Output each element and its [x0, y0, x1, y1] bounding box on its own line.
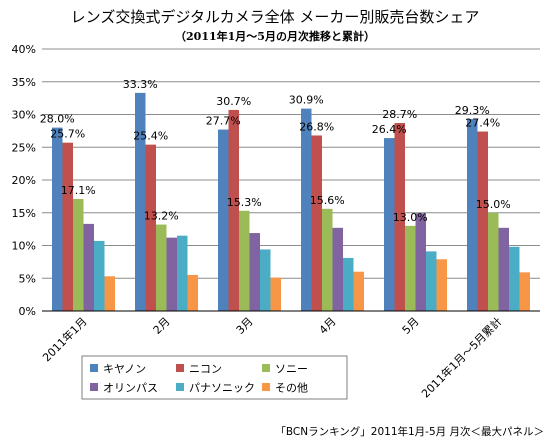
data-label: 17.1%	[61, 184, 96, 197]
bar	[322, 208, 333, 311]
legend-swatch	[262, 383, 270, 391]
bar	[156, 224, 167, 311]
bar	[62, 142, 73, 311]
legend-swatch	[176, 364, 184, 372]
legend-label: ニコン	[189, 363, 222, 376]
bar	[177, 235, 188, 311]
bar	[426, 251, 437, 311]
data-label: 30.7%	[216, 95, 251, 108]
y-tick-label: 0%	[19, 305, 36, 318]
y-axis-ticks: 0% 5% 10% 15% 20% 25% 30% 35% 40%	[12, 43, 36, 318]
y-tick-label: 40%	[12, 43, 36, 56]
bars	[52, 92, 530, 312]
legend-swatch	[176, 383, 184, 391]
y-tick-label: 20%	[12, 174, 36, 187]
data-label: 30.9%	[289, 94, 324, 107]
data-label: 28.7%	[382, 108, 417, 121]
legend-swatch	[90, 383, 98, 391]
bar	[415, 213, 426, 311]
bar	[270, 277, 281, 311]
bar	[353, 271, 364, 311]
legend-label: オリンパス	[103, 382, 158, 395]
x-category-label: 5月	[400, 315, 422, 337]
bar	[394, 123, 405, 311]
data-label: 25.4%	[133, 130, 168, 143]
bar	[218, 129, 229, 311]
bar	[187, 274, 198, 311]
data-label: 29.3%	[455, 104, 490, 117]
data-label: 13.2%	[144, 210, 179, 223]
bar	[343, 257, 354, 311]
legend-label: パナソニック	[189, 382, 255, 395]
data-label: 15.0%	[476, 198, 511, 211]
bar	[488, 212, 499, 311]
y-tick-label: 30%	[12, 109, 36, 122]
bar	[104, 276, 115, 311]
data-label: 27.4%	[465, 117, 500, 130]
bar	[239, 210, 250, 311]
bar	[135, 92, 146, 311]
x-category-label: 2月	[151, 315, 173, 337]
data-label: 26.8%	[299, 120, 334, 133]
bar	[301, 108, 312, 311]
gridlines	[42, 48, 540, 312]
legend-box	[81, 355, 348, 400]
source-note: 「BCNランキング」2011年1月-5月 月次＜最大パネル＞	[275, 425, 544, 438]
x-category-label: 4月	[317, 315, 339, 337]
bar	[477, 131, 488, 311]
legend-swatch	[90, 364, 98, 372]
bar	[228, 109, 239, 311]
bar	[509, 246, 520, 311]
bar	[166, 237, 177, 311]
data-label: 28.0%	[40, 113, 75, 126]
bar	[311, 135, 322, 311]
data-label: 13.0%	[393, 211, 428, 224]
legend-label: ソニー	[275, 363, 308, 376]
bar	[249, 233, 260, 311]
data-label: 26.4%	[372, 123, 407, 136]
bar	[384, 138, 395, 311]
chart-subtitle: （2011年1月〜5月の月次推移と累計）	[175, 29, 375, 43]
legend-label: その他	[275, 382, 308, 395]
data-label: 15.6%	[310, 194, 345, 207]
bar	[52, 127, 63, 311]
data-labels: 28.0% 25.7% 17.1% 33.3% 25.4% 13.2% 27.7% 30.7%…	[40, 78, 511, 224]
bar	[498, 227, 509, 311]
x-category-label: 3月	[234, 315, 256, 337]
bar	[145, 144, 156, 311]
bar	[83, 223, 94, 311]
bar	[467, 119, 478, 312]
bar	[405, 225, 416, 311]
data-label: 27.7%	[206, 115, 241, 128]
legend-swatch	[262, 364, 270, 372]
data-label: 25.7%	[50, 128, 85, 141]
data-label: 33.3%	[123, 78, 158, 91]
bar	[519, 272, 530, 311]
legend-label: キヤノン	[103, 363, 146, 376]
y-tick-label: 15%	[12, 207, 36, 220]
bar	[436, 259, 447, 311]
x-category-label: 2011年1月〜5月累計	[418, 314, 504, 400]
bar	[94, 240, 105, 311]
chart-title: レンズ交換式デジタルカメラ全体 メーカー別販売台数シェア	[71, 8, 480, 26]
bar	[260, 249, 271, 311]
y-tick-label: 25%	[12, 141, 36, 154]
bar	[332, 227, 343, 311]
y-tick-label: 5%	[19, 272, 36, 285]
y-tick-label: 10%	[12, 240, 36, 253]
y-tick-label: 35%	[12, 76, 36, 89]
bar	[73, 198, 84, 311]
data-label: 15.3%	[227, 196, 262, 209]
